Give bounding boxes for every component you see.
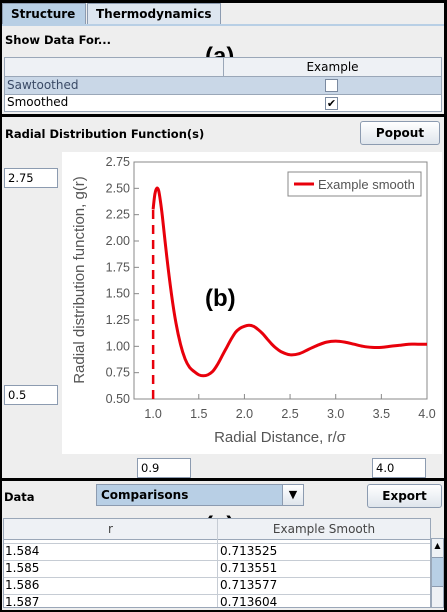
- rdf-chart: 0.50 0.75 1.00 1.25 1.50 1.75 2.00 2.25 2.50 2.75…: [62, 152, 442, 454]
- scroll-thumb[interactable]: [432, 557, 443, 587]
- table-row[interactable]: 1.586 0.713577: [4, 577, 430, 594]
- table-row[interactable]: 1.587 0.713604: [4, 594, 430, 608]
- x-tick-label: 4.0: [418, 407, 435, 421]
- data-table: r Example Smooth 1.584 0.713525 1.585 0.…: [3, 518, 431, 608]
- series-example-smooth: [151, 186, 427, 378]
- x-tick-label: 3.0: [327, 407, 344, 421]
- y-tick-label: 2.00: [106, 234, 130, 248]
- tab-structure[interactable]: Structure: [2, 3, 86, 24]
- select-value: Comparisons: [101, 488, 189, 502]
- y-tick-label: 2.25: [106, 208, 130, 222]
- smoothed-checkbox[interactable]: ✔: [325, 97, 338, 110]
- x-tick-label: 1.0: [144, 407, 161, 421]
- row-sawtoothed[interactable]: Sawtoothed: [5, 77, 441, 95]
- annotation-b: (b): [205, 285, 236, 312]
- x-tick-label: 2.5: [281, 407, 298, 421]
- cell-value: 0.713577: [220, 578, 278, 592]
- column-header-r[interactable]: r: [108, 522, 113, 536]
- export-button[interactable]: Export: [367, 484, 442, 508]
- y-tick-label: 0.75: [106, 366, 130, 380]
- column-header-example[interactable]: Example: [306, 60, 359, 74]
- sawtoothed-checkbox[interactable]: [325, 79, 338, 92]
- table-row[interactable]: 1.584 0.713525: [4, 543, 430, 560]
- x-tick-label: 1.5: [190, 407, 207, 421]
- cell-value: 0.713551: [220, 561, 278, 575]
- y-tick-label: 2.50: [106, 181, 130, 195]
- cell-value: 0.713525: [220, 544, 278, 558]
- column-header-example-smooth[interactable]: Example Smooth: [272, 522, 376, 536]
- tab-thermodynamics[interactable]: Thermodynamics: [87, 3, 221, 24]
- y-tick-label: 1.50: [106, 287, 130, 301]
- data-label: Data: [4, 490, 35, 504]
- y-max-field[interactable]: 2.75: [4, 168, 58, 188]
- show-data-label: Show Data For...: [5, 33, 111, 47]
- cell-r: 1.585: [5, 561, 40, 575]
- row-label: Sawtoothed: [7, 78, 79, 92]
- x-max-field[interactable]: 4.0: [372, 458, 426, 478]
- popout-button[interactable]: Popout: [360, 121, 440, 145]
- y-axis-label: Radial distribution function, g(r): [71, 176, 88, 384]
- y-tick-label: 1.00: [106, 339, 130, 353]
- cell-r: 1.587: [5, 595, 40, 608]
- y-min-field[interactable]: 0.5: [4, 385, 58, 405]
- column-divider: [217, 519, 218, 607]
- x-axis: 1.0 1.5 2.0 2.5 3.0 3.5 4.0: [144, 394, 436, 421]
- plot-area: [133, 161, 428, 400]
- legend: Example smooth: [287, 171, 422, 197]
- x-tick-label: 3.5: [373, 407, 390, 421]
- cell-r: 1.584: [5, 544, 40, 558]
- legend-label: Example smooth: [318, 177, 415, 192]
- data-select[interactable]: Comparisons ▼: [96, 484, 304, 506]
- y-axis: 0.50 0.75 1.00 1.25 1.50 1.75 2.00 2.25 2.50 2.75: [106, 155, 139, 406]
- x-axis-label: Radial Distance, r/σ: [214, 429, 347, 446]
- scroll-up-icon[interactable]: ▲: [434, 541, 441, 550]
- table-row[interactable]: 1.585 0.713551: [4, 560, 430, 577]
- row-smoothed[interactable]: Smoothed: [5, 95, 441, 111]
- tab-underline: [2, 24, 444, 26]
- y-tick-label: 2.75: [106, 155, 130, 169]
- x-tick-label: 2.0: [236, 407, 253, 421]
- cell-value: 0.713604: [220, 595, 278, 608]
- cell-r: 1.586: [5, 578, 40, 592]
- chevron-down-icon[interactable]: ▼: [282, 485, 303, 505]
- row-label: Smoothed: [7, 95, 69, 109]
- rdf-title: Radial Distribution Function(s): [5, 127, 205, 141]
- series-table: Example Sawtoothed Smoothed ✔: [4, 57, 442, 112]
- x-min-field[interactable]: 0.9: [137, 458, 191, 478]
- vertical-scrollbar[interactable]: ▲: [431, 538, 444, 608]
- y-tick-label: 1.25: [106, 313, 130, 327]
- y-tick-label: 0.50: [106, 392, 130, 406]
- y-tick-label: 1.75: [106, 260, 130, 274]
